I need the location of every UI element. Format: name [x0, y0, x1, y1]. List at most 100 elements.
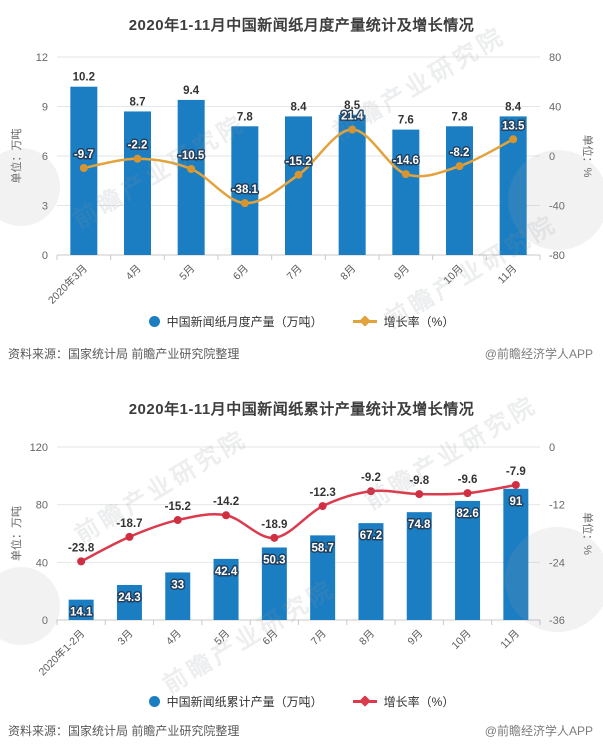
line-point[interactable]	[173, 516, 182, 525]
svg-text:13.5: 13.5	[502, 120, 525, 132]
svg-text:-24: -24	[549, 557, 565, 569]
svg-text:0: 0	[549, 151, 555, 163]
line-point[interactable]	[240, 199, 249, 208]
line-point[interactable]	[133, 154, 142, 163]
svg-text:-38.1: -38.1	[232, 184, 259, 196]
line-point[interactable]	[366, 487, 375, 496]
svg-text:2020年1-2月: 2020年1-2月	[36, 627, 87, 678]
legend-item-monthly-production[interactable]: 中国新闻纸月度产量（万吨）	[148, 313, 323, 330]
line-point[interactable]	[415, 490, 424, 499]
bar-series: 10.2 8.7 9.4 7.8 8.4 8.5 7.6 7.8 8.4	[70, 72, 527, 256]
legend-item-growth-rate[interactable]: 增长率（%）	[352, 693, 454, 710]
svg-text:-40: -40	[549, 201, 565, 213]
bar[interactable]	[285, 116, 312, 256]
x-axis-labels: 2020年1-2月 3月 4月 5月 6月 7月 8月 9月 10月 11月	[36, 627, 522, 678]
legend-item-cumulative-production[interactable]: 中国新闻纸累计产量（万吨）	[148, 693, 323, 710]
svg-text:7.8: 7.8	[237, 111, 254, 123]
svg-text:12: 12	[36, 52, 48, 64]
svg-text:9.4: 9.4	[183, 85, 200, 97]
svg-text:-7.9: -7.9	[506, 466, 526, 478]
svg-text:3: 3	[42, 201, 48, 213]
line-point[interactable]	[270, 533, 279, 542]
svg-text:4月: 4月	[164, 628, 184, 648]
svg-text:6月: 6月	[231, 263, 251, 283]
svg-text:8.4: 8.4	[505, 101, 522, 113]
svg-text:-23.8: -23.8	[68, 542, 95, 554]
svg-text:42.4: 42.4	[215, 566, 238, 578]
bar[interactable]	[338, 114, 366, 255]
svg-text:0: 0	[42, 615, 48, 627]
legend-label: 中国新闻纸累计产量（万吨）	[166, 695, 323, 709]
bar[interactable]	[503, 488, 529, 620]
svg-text:10月: 10月	[441, 263, 465, 287]
line-point[interactable]	[511, 480, 520, 489]
bar[interactable]	[261, 547, 287, 620]
svg-text:120: 120	[30, 442, 48, 454]
svg-text:9月: 9月	[392, 263, 412, 283]
bar[interactable]	[406, 512, 432, 620]
bar[interactable]	[392, 129, 420, 255]
svg-text:7.8: 7.8	[452, 111, 469, 123]
svg-text:9: 9	[42, 102, 48, 114]
app-credit: @前瞻经济学人APP	[484, 724, 593, 738]
bar[interactable]	[358, 523, 384, 620]
line-point[interactable]	[222, 511, 231, 520]
bar[interactable]	[116, 584, 142, 620]
svg-text:单位：%: 单位：%	[581, 135, 595, 178]
line-point[interactable]	[79, 164, 88, 173]
svg-text:14.1: 14.1	[70, 607, 93, 619]
svg-text:3月: 3月	[116, 628, 136, 648]
svg-text:91: 91	[509, 496, 522, 508]
source-row: 资料来源：国家统计局 前瞻产业研究院整理 @前瞻经济学人APP	[0, 722, 603, 739]
gridlines: 0 40 80 120 -36 -24 -12 0	[30, 442, 565, 627]
svg-text:11月: 11月	[498, 628, 522, 652]
line-series: -9.7 -2.2 -10.5 -38.1 -15.2 21.4 -14.6 -8.2 13.5	[72, 109, 526, 208]
bar[interactable]	[165, 572, 191, 620]
bar-series-marker-icon	[148, 696, 160, 707]
svg-text:24.3: 24.3	[118, 592, 140, 604]
svg-text:50.3: 50.3	[263, 554, 285, 566]
line-point[interactable]	[187, 164, 196, 173]
bar[interactable]	[310, 535, 336, 620]
bar[interactable]	[213, 558, 239, 620]
bar[interactable]	[231, 126, 259, 255]
cumulative-chart-canvas: 0 40 80 120 -36 -24 -12 0 单位：万吨 单位：% 2020年1-2月 3月 4月…	[9, 442, 595, 678]
line-point[interactable]	[348, 125, 357, 134]
svg-text:-15.2: -15.2	[165, 501, 191, 513]
svg-text:80: 80	[36, 500, 48, 512]
bar[interactable]	[68, 599, 94, 620]
svg-text:单位：万吨: 单位：万吨	[9, 506, 23, 561]
monthly-chart-legend: 中国新闻纸月度产量（万吨） 增长率（%）	[0, 313, 603, 330]
line-point[interactable]	[455, 162, 464, 171]
svg-text:5月: 5月	[177, 263, 197, 283]
svg-text:2020年3月: 2020年3月	[45, 262, 90, 307]
svg-text:11月: 11月	[496, 263, 520, 287]
bar[interactable]	[124, 111, 151, 255]
svg-text:82.6: 82.6	[456, 508, 478, 520]
svg-text:8.4: 8.4	[291, 101, 308, 113]
bar[interactable]	[455, 500, 481, 620]
svg-text:0: 0	[42, 250, 48, 262]
line-point[interactable]	[463, 489, 472, 498]
line-point[interactable]	[125, 532, 134, 541]
svg-text:-12.3: -12.3	[310, 487, 336, 499]
svg-text:-14.6: -14.6	[393, 155, 419, 167]
line-point[interactable]	[294, 170, 303, 179]
legend-item-growth-rate[interactable]: 增长率（%）	[352, 313, 454, 330]
svg-text:单位：%: 单位：%	[581, 512, 595, 555]
monthly-chart-title: 2020年1-11月中国新闻纸月度产量统计及增长情况	[128, 17, 475, 34]
line-point[interactable]	[401, 170, 410, 179]
line-point[interactable]	[509, 135, 518, 144]
svg-text:-18.7: -18.7	[116, 518, 142, 530]
svg-text:40: 40	[549, 102, 561, 114]
line-point[interactable]	[318, 502, 327, 511]
svg-text:-2.2: -2.2	[128, 140, 148, 152]
svg-text:40: 40	[36, 557, 48, 569]
line-point[interactable]	[77, 557, 86, 566]
svg-text:8月: 8月	[357, 628, 377, 648]
bar[interactable]	[177, 99, 205, 256]
svg-text:67.2: 67.2	[360, 530, 382, 542]
bar[interactable]	[446, 126, 473, 255]
svg-text:74.8: 74.8	[408, 519, 431, 531]
